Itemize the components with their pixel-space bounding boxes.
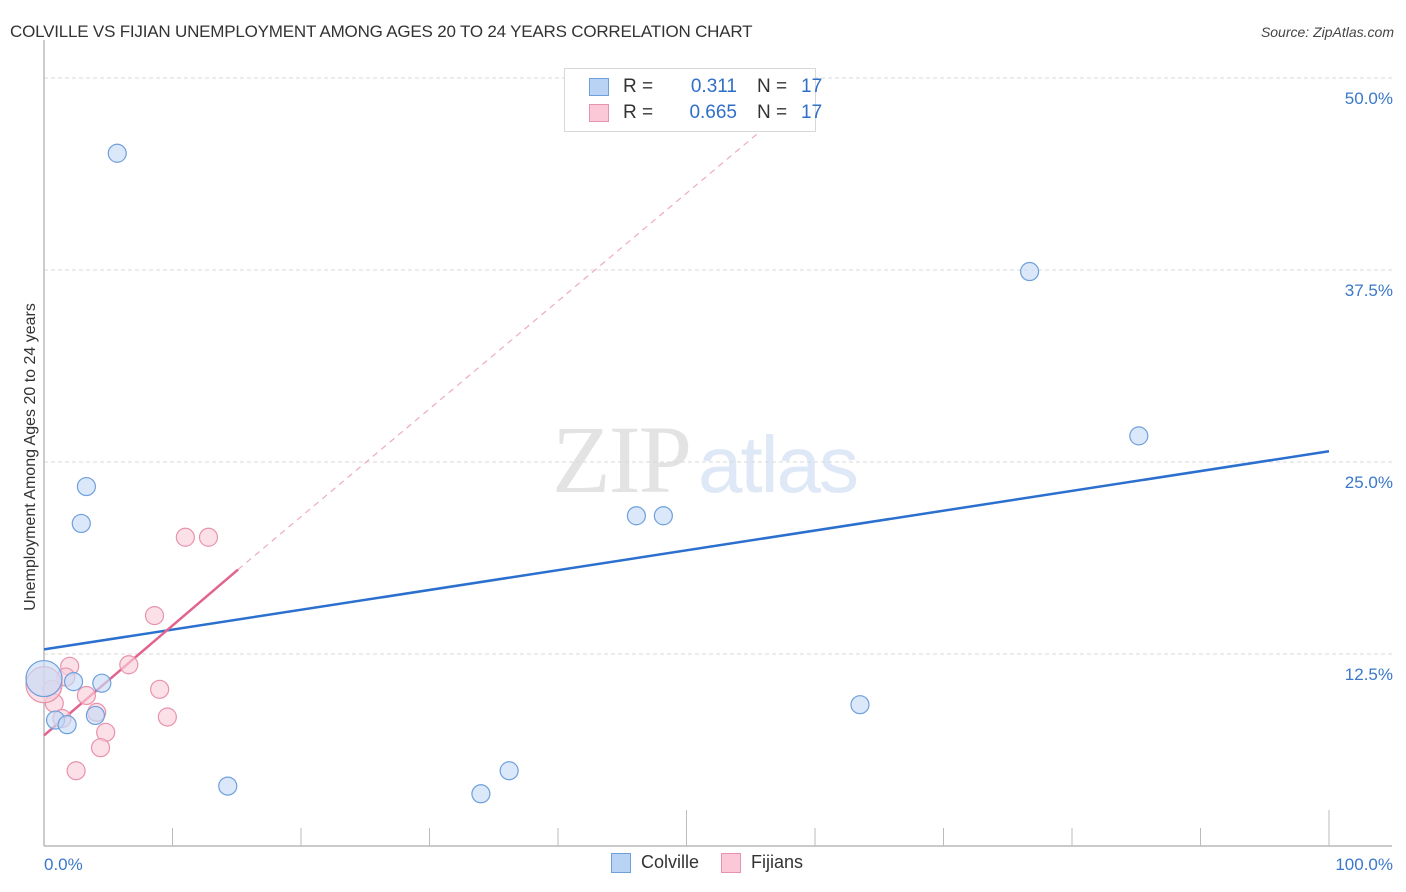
gridlines [44,77,1392,655]
colville-point [626,506,646,526]
n-label: N = [757,76,788,97]
trend-lines [43,131,1330,737]
colville-point [63,672,84,692]
colville-point [850,695,870,715]
y-tick-label: 25.0% [1345,473,1393,492]
fijians-point [90,738,111,758]
colville-point [92,673,112,693]
fijians-point [119,655,139,675]
colville-point [1019,261,1040,282]
axes [43,40,1392,847]
stats-legend: R = 0.311 N = 17 R = 0.665 N = 17 [564,68,822,132]
series-legend: Colville Fijians [611,852,825,873]
legend-label: Colville [641,852,700,872]
x-tick-label: 0.0% [44,855,83,874]
fijians-point [150,679,170,699]
x-tick-label: 100.0% [1335,855,1393,874]
source-label: Source: ZipAtlas.com [1260,24,1394,40]
legend-row-colville: R = 0.311 N = 17 [589,75,822,99]
data-points [25,143,1149,804]
colville-point [57,715,77,735]
colville-point [71,513,91,534]
colville-point [218,776,238,796]
chart-title: COLVILLE VS FIJIAN UNEMPLOYMENT AMONG AG… [10,22,753,41]
fijians-point [175,527,195,547]
colville-point [1129,426,1149,446]
colville-point [85,705,106,726]
y-axis-title: Unemployment Among Ages 20 to 24 years [22,303,39,611]
y-tick-label: 12.5% [1345,665,1393,684]
y-tick-label: 50.0% [1345,89,1393,108]
legend-label: Fijians [751,852,804,872]
axis-labels: 50.0% 37.5% 25.0% 12.5% 0.0% 100.0% Unemployme… [22,89,1393,874]
r-value: 0.311 [690,76,737,97]
r-label: R = [623,102,654,123]
colville-point [653,506,673,526]
colville-trend-line [43,450,1330,651]
watermark: ZIP atlas [552,404,859,515]
fijians-swatch [721,852,742,873]
colville-swatch [611,852,631,873]
n-value: 17 [801,76,823,97]
fijians-swatch [589,104,609,122]
r-label: R = [623,76,654,97]
fijians-trend-extrapolation [237,131,761,570]
legend-row-fijians: R = 0.665 N = 17 [589,101,822,125]
fijians-point [144,605,165,626]
r-value: 0.665 [689,102,737,123]
n-label: N = [757,102,788,123]
colville-point [76,476,97,497]
fijians-point [198,527,219,547]
legend-item-colville[interactable]: Colville [611,852,699,873]
colville-point [499,761,519,781]
legend-item-fijians[interactable]: Fijians [721,852,803,873]
fijians-point [76,685,97,706]
watermark-zip: ZIP [552,406,692,513]
colville-point [25,659,63,698]
colville-swatch [589,78,609,96]
fijians-point [66,761,86,781]
fijians-point [157,707,177,727]
y-tick-label: 37.5% [1345,281,1393,300]
colville-point [471,784,491,804]
fijians-trend-line [43,568,239,737]
n-value: 17 [801,102,823,123]
watermark-atlas: atlas [698,420,859,509]
colville-point [107,143,127,163]
